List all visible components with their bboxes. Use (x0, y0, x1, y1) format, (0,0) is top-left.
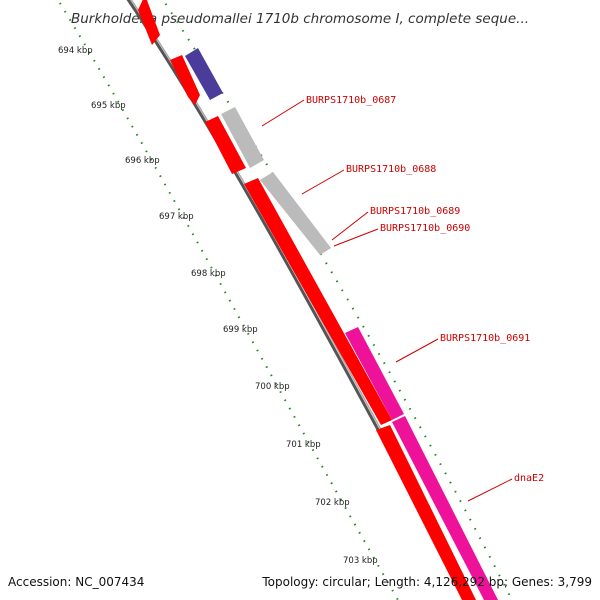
gene-labels: BURPS1710b_0687 BURPS1710b_0688 BURPS171… (306, 95, 544, 484)
kbp-ticks: 694 kbp 695 kbp 696 kbp 697 kbp 698 kbp … (58, 46, 378, 566)
gene-label[interactable]: BURPS1710b_0688 (346, 164, 436, 175)
gene-label[interactable]: BURPS1710b_0689 (370, 206, 460, 217)
kbp-tick-label: 701 kbp (286, 440, 321, 450)
kbp-tick-label: 702 kbp (315, 498, 350, 508)
gene-feature[interactable] (138, 0, 160, 45)
gene-feature[interactable] (260, 172, 331, 255)
gene-label-leaders (261, 99, 513, 502)
gene-feature[interactable] (392, 416, 498, 600)
gene-label[interactable]: BURPS1710b_0690 (380, 223, 470, 234)
gene-feature[interactable] (345, 327, 404, 420)
kbp-tick-label: 699 kbp (223, 325, 258, 335)
kbp-tick-label: 696 kbp (125, 156, 160, 166)
gene-feature[interactable] (205, 116, 246, 174)
kbp-tick-label: 697 kbp (159, 212, 194, 222)
gene-feature[interactable] (170, 55, 200, 105)
gene-label[interactable]: dnaE2 (514, 473, 544, 484)
kbp-tick-label: 700 kbp (255, 382, 290, 392)
gene-feature[interactable] (221, 107, 264, 168)
gene-feature[interactable] (244, 178, 392, 425)
kbp-tick-label: 703 kbp (343, 556, 378, 566)
kbp-scale-dots (56, 0, 399, 600)
gene-label[interactable]: BURPS1710b_0691 (440, 333, 530, 344)
gene-feature[interactable] (376, 425, 476, 600)
kbp-tick-label: 698 kbp (191, 269, 226, 279)
gene-feature[interactable] (185, 48, 223, 100)
accession-text: Accession: NC_007434 (8, 575, 144, 589)
map-title: Burkholderia pseudomallei 1710b chromoso… (71, 11, 529, 27)
gene-features (138, 0, 498, 600)
gene-label[interactable]: BURPS1710b_0687 (306, 95, 396, 106)
kbp-tick-label: 694 kbp (58, 46, 93, 56)
summary-text: Topology: circular; Length: 4,126,292 bp… (261, 575, 592, 589)
kbp-tick-label: 695 kbp (91, 101, 126, 111)
